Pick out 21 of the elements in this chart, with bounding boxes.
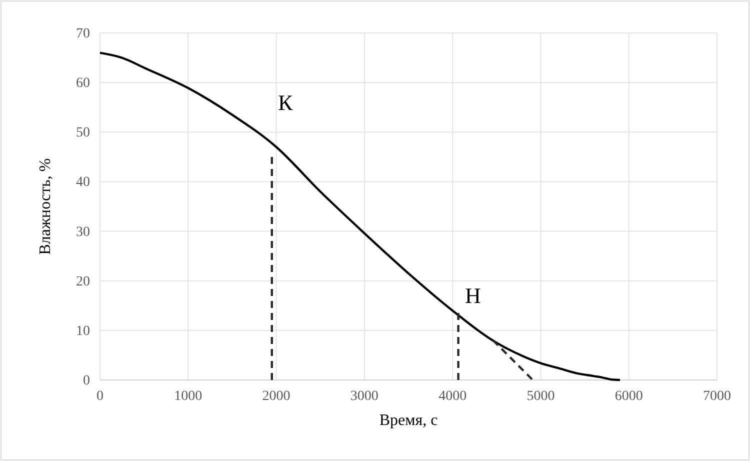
line-series [98,52,622,382]
annotation: Н [465,283,481,308]
annotation: К [278,90,293,115]
y-tick-label: 20 [76,274,90,290]
y-tick-label: 10 [76,324,90,339]
x-axis-title: Время, с [379,412,438,429]
x-tick-label: 1000 [174,388,202,404]
y-tick-label: 70 [76,26,90,42]
x-tick-label: 5000 [526,388,555,404]
y-tick-label: 40 [76,175,90,190]
x-tick-label: 4000 [438,388,467,404]
y-tick-label: 0 [83,373,90,388]
x-tick-label: 0 [96,388,104,404]
y-tick-label: 30 [76,224,90,240]
x-tick-label: 3000 [350,388,378,404]
x-tick-label: 7000 [703,388,731,404]
y-axis-title: Влажность, % [37,158,54,255]
x-tick-label: 2000 [262,388,290,404]
y-tick-label: 60 [76,76,90,92]
x-tick-label: 6000 [614,388,643,404]
y-tick-label: 50 [76,126,90,141]
